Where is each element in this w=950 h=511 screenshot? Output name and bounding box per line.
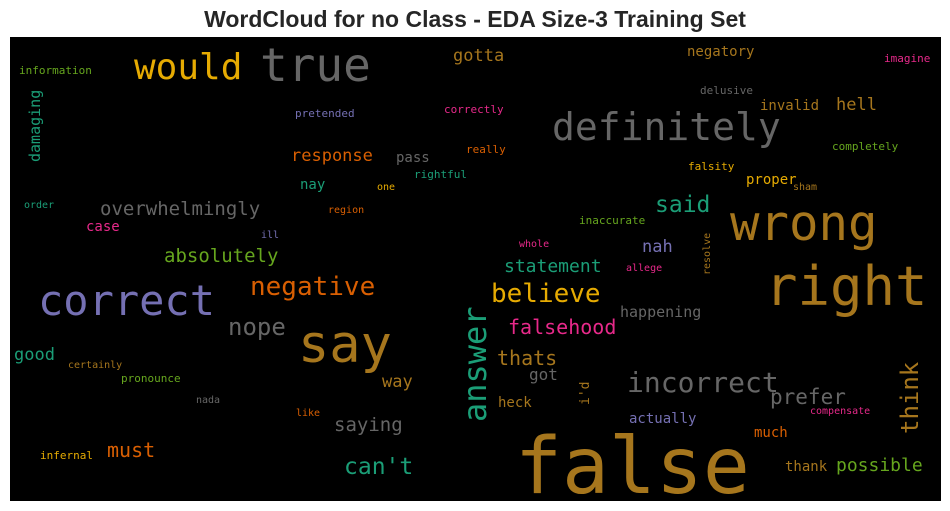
word-really: really: [466, 143, 506, 156]
word-resolve: resolve: [702, 233, 713, 275]
word-got: got: [529, 365, 558, 384]
word-cant: can't: [344, 454, 413, 480]
word-response: response: [291, 146, 373, 166]
word-correct: correct: [38, 276, 215, 325]
word-allege: allege: [626, 263, 662, 274]
word-like: like: [296, 408, 320, 419]
word-nada: nada: [196, 395, 220, 406]
word-incorrect: incorrect: [627, 366, 779, 399]
word-delusive: delusive: [700, 84, 753, 97]
word-information: information: [19, 64, 92, 77]
word-nay: nay: [300, 177, 325, 193]
word-nope: nope: [228, 313, 286, 341]
word-falsehood: falsehood: [508, 315, 616, 339]
word-hell: hell: [836, 95, 877, 115]
word-definitely: definitely: [552, 105, 781, 149]
word-thank: thank: [785, 459, 828, 475]
word-good: good: [14, 345, 55, 365]
word-must: must: [107, 438, 155, 462]
chart-title: WordCloud for no Class - EDA Size-3 Trai…: [204, 6, 746, 32]
word-completely: completely: [832, 140, 899, 153]
word-answer: answer: [456, 306, 494, 422]
word-imagine: imagine: [884, 52, 930, 65]
word-possible: possible: [836, 455, 923, 476]
word-infernal: infernal: [40, 449, 93, 462]
word-thats: thats: [497, 346, 557, 370]
word-would: would: [134, 47, 242, 88]
word-happening: happening: [620, 303, 701, 321]
word-right: right: [765, 255, 928, 318]
word-falsity: falsity: [688, 160, 735, 173]
word-case: case: [86, 219, 120, 235]
word-saying: saying: [334, 414, 403, 436]
word-proper: proper: [746, 172, 797, 188]
wordcloud-background: [10, 37, 941, 501]
word-heck: heck: [498, 395, 532, 411]
word-pass: pass: [396, 150, 430, 166]
word-say: say: [298, 315, 392, 375]
word-pretended: pretended: [295, 107, 355, 120]
word-statement: statement: [504, 256, 602, 277]
word-one: one: [377, 182, 395, 193]
word-much: much: [754, 425, 788, 441]
word-false: false: [515, 422, 750, 501]
word-actually: actually: [629, 411, 696, 427]
word-whole: whole: [519, 239, 549, 250]
word-negative: negative: [250, 272, 375, 302]
word-inaccurate: inaccurate: [579, 214, 645, 227]
word-nah: nah: [642, 237, 673, 257]
word-absolutely: absolutely: [164, 245, 278, 267]
word-sham: sham: [793, 182, 817, 193]
word-way: way: [382, 372, 413, 392]
word-negatory: negatory: [687, 44, 754, 60]
word-said: said: [655, 192, 710, 218]
word-region: region: [328, 205, 364, 216]
word-order: order: [24, 200, 54, 211]
word-ill: ill: [261, 230, 279, 241]
word-correctly: correctly: [444, 103, 504, 116]
word-overwhelmingly: overwhelmingly: [100, 198, 260, 220]
word-wrong: wrong: [730, 195, 878, 252]
word-certainly: certainly: [68, 360, 122, 371]
word-believe: believe: [491, 279, 601, 309]
word-true: true: [260, 38, 371, 92]
word-gotta: gotta: [453, 46, 504, 66]
word-compensate: compensate: [810, 406, 870, 417]
word-id: i'd: [578, 382, 593, 405]
word-prefer: prefer: [770, 385, 846, 409]
word-think: think: [896, 361, 924, 434]
word-damaging: damaging: [26, 90, 44, 162]
word-rightful: rightful: [414, 168, 467, 181]
word-pronounce: pronounce: [121, 372, 181, 385]
word-invalid: invalid: [760, 98, 819, 114]
